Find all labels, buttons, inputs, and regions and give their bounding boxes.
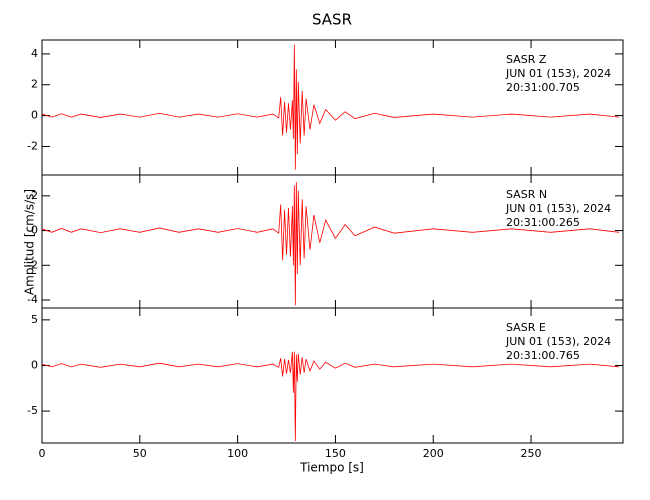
y-tick-label: -5 bbox=[27, 404, 38, 417]
x-axis-label: Tiempo [s] bbox=[299, 461, 364, 475]
y-tick-label: 0 bbox=[31, 358, 38, 371]
y-tick-label: 5 bbox=[31, 313, 38, 326]
x-tick-label: 200 bbox=[423, 447, 444, 460]
annotation: JUN 01 (153), 2024 bbox=[505, 67, 611, 80]
y-tick-label: 0 bbox=[31, 224, 38, 237]
y-tick-label: 2 bbox=[31, 78, 38, 91]
chart-title: SASR bbox=[312, 11, 352, 29]
panel-frame bbox=[41, 307, 624, 444]
y-tick-label: -4 bbox=[27, 293, 38, 306]
x-tick-label: 50 bbox=[133, 447, 147, 460]
x-tick-label: 0 bbox=[39, 447, 46, 460]
annotation: SASR N bbox=[506, 188, 547, 201]
annotation: 20:31:00.705 bbox=[506, 81, 580, 94]
y-tick-label: -2 bbox=[27, 258, 38, 271]
x-tick-label: 100 bbox=[227, 447, 248, 460]
x-tick-label: 150 bbox=[325, 447, 346, 460]
trace bbox=[41, 351, 620, 442]
y-tick-label: 2 bbox=[31, 189, 38, 202]
y-tick-label: 4 bbox=[31, 47, 38, 60]
x-tick-label: 250 bbox=[521, 447, 542, 460]
annotation: 20:31:00.265 bbox=[506, 216, 580, 229]
y-axis-label: Amplitud [cm/s/s] bbox=[23, 189, 37, 295]
y-tick-label: -2 bbox=[27, 139, 38, 152]
trace bbox=[41, 181, 620, 306]
annotation: SASR E bbox=[506, 321, 546, 334]
annotation: JUN 01 (153), 2024 bbox=[505, 202, 611, 215]
annotation: JUN 01 (153), 2024 bbox=[505, 335, 611, 348]
y-tick-label: 0 bbox=[31, 109, 38, 122]
annotation: 20:31:00.765 bbox=[506, 349, 580, 362]
annotation: SASR Z bbox=[506, 53, 547, 66]
trace bbox=[41, 44, 620, 170]
